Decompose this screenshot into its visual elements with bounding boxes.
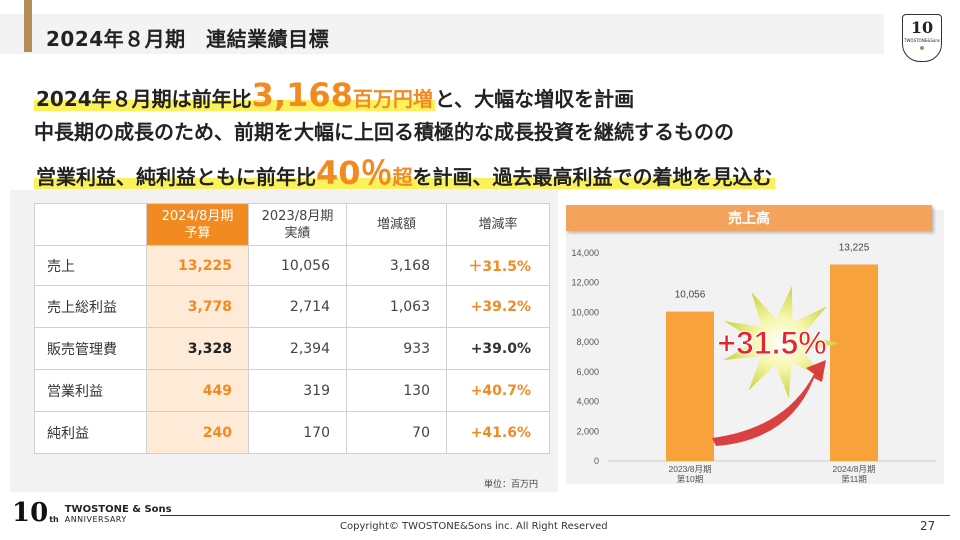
row-budget: 449 [146, 369, 249, 412]
row-rate: +40.7% [446, 369, 550, 412]
growth-annotation: +31.5% [717, 325, 826, 361]
headline-1-text-a: 2024年８月期は前年比 [36, 87, 252, 111]
headline-1-text-c: と、大幅な増収を計画 [434, 87, 635, 111]
table-row: 純利益 240 170 70 +41.6% [34, 411, 550, 454]
table-row: 売上 13,225 10,056 3,168 ＋31.5% [34, 245, 550, 286]
unit-note: 単位：百万円 [484, 480, 539, 490]
headline-1-unit: 百万円増 [352, 87, 433, 111]
row-budget: 13,225 [146, 245, 249, 286]
y-tick-label: 2,000 [576, 426, 599, 436]
table-row: 売上総利益 3,778 2,714 1,063 +39.2% [34, 285, 550, 328]
x-category-label: 第11期 [841, 474, 867, 484]
header-actual: 2023/8月期 実績 [248, 203, 347, 246]
row-rate: ＋31.5% [446, 245, 550, 286]
header-bar [0, 14, 884, 54]
row-diff: 1,063 [346, 285, 447, 328]
row-budget: 3,328 [146, 327, 249, 370]
row-diff: 130 [346, 369, 447, 412]
row-budget: 3,778 [146, 285, 249, 328]
x-category-label: 第10期 [677, 474, 703, 484]
emblem-dot [920, 46, 924, 50]
row-item: 純利益 [34, 411, 147, 454]
header-rate: 増減率 [446, 203, 550, 246]
headline-line-3: 営業利益、純利益ともに前年比40％超を計画、過去最高利益での着地を見込む [34, 148, 775, 194]
page-title: 2024年８月期 連結業績目標 [46, 27, 330, 51]
header-accent-stripe [24, 0, 32, 52]
y-tick-label: 4,000 [576, 397, 599, 407]
headline-line-2: 中長期の成長のため、前期を大幅に上回る積極的な成長投資を継続するものの [34, 120, 734, 144]
footer-logo-th: th [49, 515, 59, 524]
table-row: 販売管理費 3,328 2,394 933 +39.0% [34, 327, 550, 370]
y-tick-label: 6,000 [576, 367, 599, 377]
row-item: 売上 [34, 245, 147, 286]
header-budget: 2024/8月期 予算 [146, 203, 249, 246]
header-budget-line1: 2024/8月期 [161, 208, 234, 224]
anniversary-emblem-logo: 10 TWOSTONE&Sons [902, 14, 942, 62]
row-item: 販売管理費 [34, 327, 147, 370]
header-actual-line2: 実績 [284, 225, 311, 241]
x-category-label: 2024/8月期 [833, 464, 876, 474]
row-item: 売上総利益 [34, 285, 147, 328]
row-item: 営業利益 [34, 369, 147, 412]
emblem-text: TWOSTONE&Sons [904, 38, 940, 43]
footer-logo-brand: TWOSTONE & Sons [64, 504, 172, 515]
x-category-label: 2023/8月期 [669, 464, 712, 474]
y-tick-label: 12,000 [571, 278, 599, 288]
page-number: 27 [920, 519, 936, 533]
row-diff: 70 [346, 411, 447, 454]
header-budget-line2: 予算 [184, 225, 211, 241]
row-actual: 170 [248, 411, 347, 454]
headline-3-text-a: 営業利益、純利益ともに前年比 [36, 165, 316, 189]
footer-anniversary-logo: 10 th TWOSTONE & Sons ANNIVERSARY [12, 500, 172, 526]
header-diff: 増減額 [346, 203, 447, 246]
footer-divider [160, 515, 950, 516]
headline-3-over: 超 [392, 165, 413, 189]
row-actual: 2,714 [248, 285, 347, 328]
chart-title: 売上高 [566, 205, 932, 231]
headline-1-amount: 3,168 [251, 76, 353, 114]
y-tick-label: 14,000 [571, 248, 599, 258]
financial-targets-table: 2024/8月期 予算 2023/8月期 実績 増減額 増減率 売上 13,22… [34, 203, 550, 454]
row-actual: 2,394 [248, 327, 347, 370]
row-actual: 10,056 [248, 245, 347, 286]
footer-logo-anniversary: ANNIVERSARY [64, 515, 127, 524]
bar-value-label: 13,225 [839, 243, 870, 254]
copyright: Copyright© TWOSTONE&Sons inc. All Right … [340, 521, 608, 532]
growth-arrow-icon [712, 360, 826, 446]
table-row: 営業利益 449 319 130 +40.7% [34, 369, 550, 412]
y-tick-label: 0 [594, 456, 599, 466]
row-actual: 319 [248, 369, 347, 412]
row-diff: 3,168 [346, 245, 447, 286]
row-diff: 933 [346, 327, 447, 370]
headline-line-1: 2024年８月期は前年比3,168百万円増 と、大幅な増収を計画 [34, 76, 634, 114]
table-header-row: 2024/8月期 予算 2023/8月期 実績 増減額 増減率 [34, 203, 550, 246]
row-rate: +39.0% [446, 327, 550, 370]
headline-3-percent: 40％ [316, 154, 393, 192]
row-rate: +41.6% [446, 411, 550, 454]
y-tick-label: 8,000 [576, 337, 599, 347]
row-rate: +39.2% [446, 285, 550, 328]
chart-bar [830, 264, 878, 461]
sales-bar-chart: 0 2,000 4,000 6,000 8,000 10,000 12,000 14,000 1… [571, 243, 936, 484]
footer-logo-words: TWOSTONE & Sons ANNIVERSARY [65, 504, 172, 524]
bar-value-label: 10,056 [675, 290, 706, 301]
footer-logo-number: 10 [12, 498, 49, 528]
table-corner-cell [34, 203, 147, 246]
y-tick-label: 10,000 [571, 307, 599, 317]
chart-bar [666, 311, 714, 461]
emblem-number: 10 [910, 18, 934, 37]
header-actual-line1: 2023/8月期 [261, 208, 334, 224]
headline-3-text-c: を計画、過去最高利益での着地を見込む [412, 165, 773, 189]
row-budget: 240 [146, 411, 249, 454]
